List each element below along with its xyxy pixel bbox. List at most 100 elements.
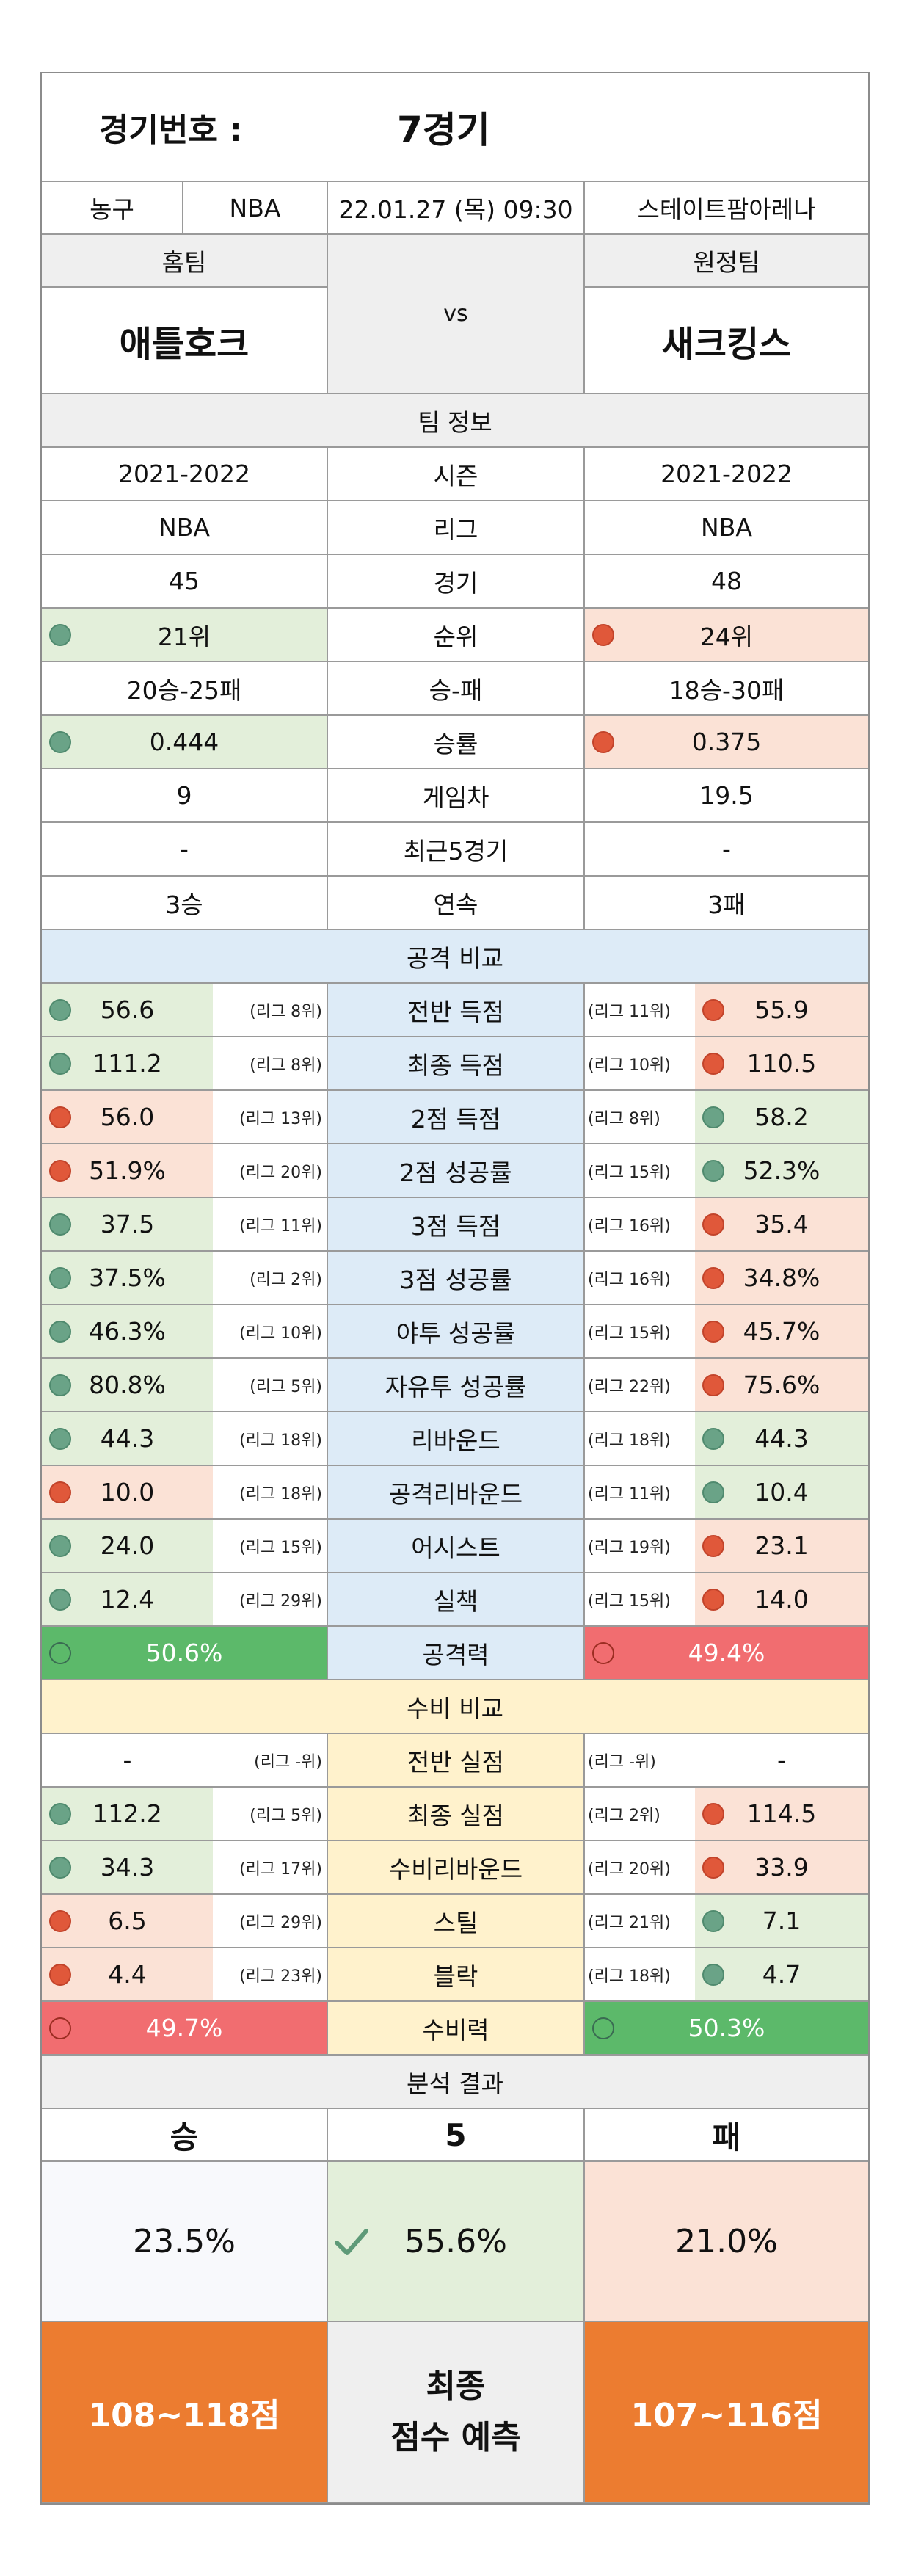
offense-row: 37.5% (리그 2위) 3점 성공률 (리그 16위) 34.8% bbox=[42, 1252, 868, 1305]
away-rank: (리그 15위) bbox=[585, 1144, 695, 1198]
home-value: 34.3 bbox=[42, 1841, 213, 1895]
good-indicator-icon bbox=[49, 1213, 71, 1236]
stat-label: 승률 bbox=[328, 716, 585, 769]
away-value: 52.3% bbox=[695, 1144, 868, 1198]
home-value: 9 bbox=[42, 769, 328, 823]
away-rank: (리그 15위) bbox=[585, 1573, 695, 1627]
home-team-label: 홈팀 bbox=[42, 235, 328, 288]
bad-indicator-icon bbox=[49, 2017, 71, 2039]
draw-pct: 55.6% bbox=[328, 2162, 585, 2322]
home-rank: (리그 2위) bbox=[213, 1252, 328, 1305]
home-value: NBA bbox=[42, 501, 328, 555]
away-rank: (리그 8위) bbox=[585, 1091, 695, 1144]
away-value: 58.2 bbox=[695, 1091, 868, 1144]
offense-row: 80.8% (리그 5위) 자유투 성공률 (리그 22위) 75.6% bbox=[42, 1359, 868, 1412]
bad-indicator-icon bbox=[702, 1856, 724, 1879]
stat-label: 블락 bbox=[328, 1948, 585, 2002]
team-info-row: 21위 순위 24위 bbox=[42, 609, 868, 662]
home-value: 111.2 bbox=[42, 1037, 213, 1091]
good-indicator-icon bbox=[702, 1963, 724, 1986]
league-cell: NBA bbox=[183, 182, 328, 235]
offense-row: 44.3 (리그 18위) 리바운드 (리그 18위) 44.3 bbox=[42, 1412, 868, 1466]
vs-cell: vs bbox=[328, 235, 585, 394]
stat-label: 연속 bbox=[328, 877, 585, 930]
win-label: 승 bbox=[42, 2109, 328, 2162]
header-cell: 경기번호 : 7경기 bbox=[42, 73, 868, 182]
home-value: - bbox=[42, 823, 328, 877]
stat-label: 최종 실점 bbox=[328, 1788, 585, 1841]
offense-title: 공격 비교 bbox=[42, 930, 868, 984]
away-team-name: 새크킹스 bbox=[585, 288, 868, 394]
home-value: 24.0 bbox=[42, 1520, 213, 1573]
away-rank: (리그 18위) bbox=[585, 1948, 695, 2002]
stat-label: 리그 bbox=[328, 501, 585, 555]
good-indicator-icon bbox=[49, 1320, 71, 1343]
stat-label: 리바운드 bbox=[328, 1412, 585, 1466]
away-rank: (리그 16위) bbox=[585, 1198, 695, 1252]
bad-indicator-icon bbox=[702, 1052, 724, 1075]
home-rank: (리그 5위) bbox=[213, 1788, 328, 1841]
away-offense-power: 49.4% bbox=[585, 1627, 868, 1680]
home-rank: (리그 -위) bbox=[213, 1734, 328, 1788]
bad-indicator-icon bbox=[702, 1802, 724, 1825]
home-value: 37.5% bbox=[42, 1252, 213, 1305]
good-indicator-icon bbox=[702, 1106, 724, 1128]
good-indicator-icon bbox=[49, 1856, 71, 1879]
home-value: 0.444 bbox=[42, 716, 328, 769]
lose-pct: 21.0% bbox=[585, 2162, 868, 2322]
home-value: 44.3 bbox=[42, 1412, 213, 1466]
home-value: 56.0 bbox=[42, 1091, 213, 1144]
away-value: 24위 bbox=[585, 609, 868, 662]
offense-row: 46.3% (리그 10위) 야투 성공률 (리그 15위) 45.7% bbox=[42, 1305, 868, 1359]
away-rank: (리그 18위) bbox=[585, 1412, 695, 1466]
stat-label: 경기 bbox=[328, 555, 585, 609]
stat-label: 전반 득점 bbox=[328, 984, 585, 1037]
stat-label: 순위 bbox=[328, 609, 585, 662]
match-number: 7경기 bbox=[397, 109, 490, 151]
check-icon bbox=[335, 2229, 368, 2255]
home-rank: (리그 8위) bbox=[213, 984, 328, 1037]
bad-indicator-icon bbox=[49, 1159, 71, 1182]
away-value: 4.7 bbox=[695, 1948, 868, 2002]
home-defense-power: 49.7% bbox=[42, 2002, 328, 2056]
away-value: 3패 bbox=[585, 877, 868, 930]
datetime-cell: 22.01.27 (목) 09:30 bbox=[328, 182, 585, 235]
home-value: 2021-2022 bbox=[42, 448, 328, 501]
home-value: 80.8% bbox=[42, 1359, 213, 1412]
stat-label: 스틸 bbox=[328, 1895, 585, 1948]
offense-row: 10.0 (리그 18위) 공격리바운드 (리그 11위) 10.4 bbox=[42, 1466, 868, 1520]
result-title: 분석 결과 bbox=[42, 2056, 868, 2109]
good-indicator-icon bbox=[49, 623, 71, 646]
away-rank: (리그 15위) bbox=[585, 1305, 695, 1359]
win-pct: 23.5% bbox=[42, 2162, 328, 2322]
away-value: NBA bbox=[585, 501, 868, 555]
venue-cell: 스테이트팜아레나 bbox=[585, 182, 868, 235]
match-number-label: 경기번호 : bbox=[99, 112, 242, 149]
lose-label: 패 bbox=[585, 2109, 868, 2162]
offense-row: 51.9% (리그 20위) 2점 성공률 (리그 15위) 52.3% bbox=[42, 1144, 868, 1198]
final-score-label: 최종 점수 예측 bbox=[328, 2322, 585, 2503]
away-value: 33.9 bbox=[695, 1841, 868, 1895]
team-info-row: 20승-25패 승-패 18승-30패 bbox=[42, 662, 868, 716]
team-info-title: 팀 정보 bbox=[42, 394, 868, 448]
defense-row: - (리그 -위) 전반 실점 (리그 -위) - bbox=[42, 1734, 868, 1788]
defense-title: 수비 비교 bbox=[42, 1680, 868, 1734]
bad-indicator-icon bbox=[702, 1266, 724, 1289]
home-rank: (리그 10위) bbox=[213, 1305, 328, 1359]
good-indicator-icon bbox=[49, 1802, 71, 1825]
home-rank: (리그 15위) bbox=[213, 1520, 328, 1573]
defense-power-label: 수비력 bbox=[328, 2002, 585, 2056]
away-team-label: 원정팀 bbox=[585, 235, 868, 288]
away-rank: (리그 11위) bbox=[585, 1466, 695, 1520]
team-info-row: NBA 리그 NBA bbox=[42, 501, 868, 555]
good-indicator-icon bbox=[702, 1481, 724, 1503]
away-value: 114.5 bbox=[695, 1788, 868, 1841]
good-indicator-icon bbox=[702, 1909, 724, 1932]
offense-row: 56.0 (리그 13위) 2점 득점 (리그 8위) 58.2 bbox=[42, 1091, 868, 1144]
bad-indicator-icon bbox=[702, 1320, 724, 1343]
team-label-row: 홈팀 원정팀 bbox=[42, 235, 868, 288]
offense-power-label: 공격력 bbox=[328, 1627, 585, 1680]
defense-row: 4.4 (리그 23위) 블락 (리그 18위) 4.7 bbox=[42, 1948, 868, 2002]
offense-row: 37.5 (리그 11위) 3점 득점 (리그 16위) 35.4 bbox=[42, 1198, 868, 1252]
home-rank: (리그 11위) bbox=[213, 1198, 328, 1252]
